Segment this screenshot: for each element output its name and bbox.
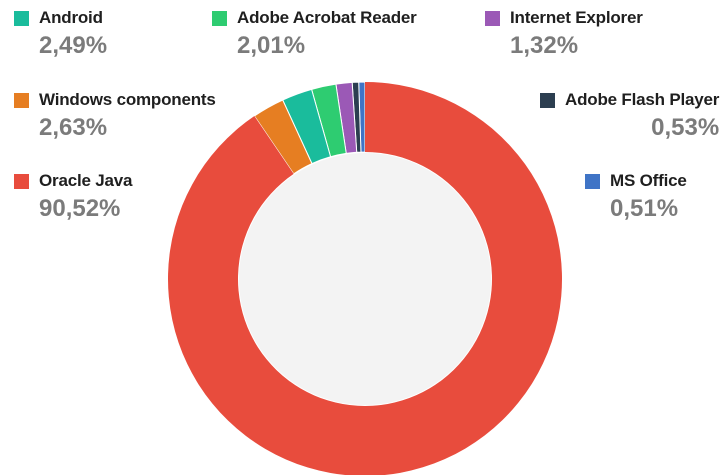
legend-item-adobe-flash-player: Adobe Flash Player 0,53% xyxy=(540,90,719,142)
donut-slice-oracle-java xyxy=(168,82,562,475)
legend-item-windows-components: Windows components 2,63% xyxy=(14,90,216,142)
legend-label-oracle-java: Oracle Java xyxy=(39,171,133,190)
legend-swatch-adobe-flash-player xyxy=(540,92,555,108)
legend-value-android: 2,49% xyxy=(39,32,108,59)
legend-swatch-android xyxy=(14,10,29,26)
donut-slice-internet-explorer xyxy=(335,81,358,154)
donut-slice-adobe-acrobat-reader xyxy=(310,83,347,158)
legend-swatch-internet-explorer xyxy=(485,10,500,26)
legend-swatch-oracle-java xyxy=(14,173,29,189)
legend-label-internet-explorer: Internet Explorer xyxy=(510,8,643,27)
legend-label-ms-office: MS Office xyxy=(610,171,687,190)
legend-item-android: Android 2,49% xyxy=(14,8,107,60)
legend-label-adobe-flash-player: Adobe Flash Player xyxy=(565,90,720,109)
donut-slice-windows-components xyxy=(253,99,313,175)
donut-hole xyxy=(239,153,491,405)
legend-value-adobe-acrobat-reader: 2,01% xyxy=(237,32,306,59)
legend-label-android: Android xyxy=(39,8,103,27)
legend-item-adobe-acrobat-reader: Adobe Acrobat Reader 2,01% xyxy=(212,8,417,60)
legend-swatch-ms-office xyxy=(585,173,600,189)
legend-value-adobe-flash-player: 0,53% xyxy=(651,114,720,141)
legend-value-windows-components: 2,63% xyxy=(39,114,108,141)
legend-swatch-windows-components xyxy=(14,92,29,108)
legend-item-internet-explorer: Internet Explorer 1,32% xyxy=(485,8,643,60)
legend-item-oracle-java: Oracle Java 90,52% xyxy=(14,171,132,223)
donut-slice-android xyxy=(282,88,332,165)
legend-label-adobe-acrobat-reader: Adobe Acrobat Reader xyxy=(237,8,417,27)
legend-label-windows-components: Windows components xyxy=(39,90,216,109)
legend-value-oracle-java: 90,52% xyxy=(39,195,121,222)
legend-item-ms-office: MS Office 0,51% xyxy=(585,171,687,223)
legend-value-ms-office: 0,51% xyxy=(610,195,679,222)
legend-swatch-adobe-acrobat-reader xyxy=(212,10,227,26)
legend-value-internet-explorer: 1,32% xyxy=(510,32,579,59)
